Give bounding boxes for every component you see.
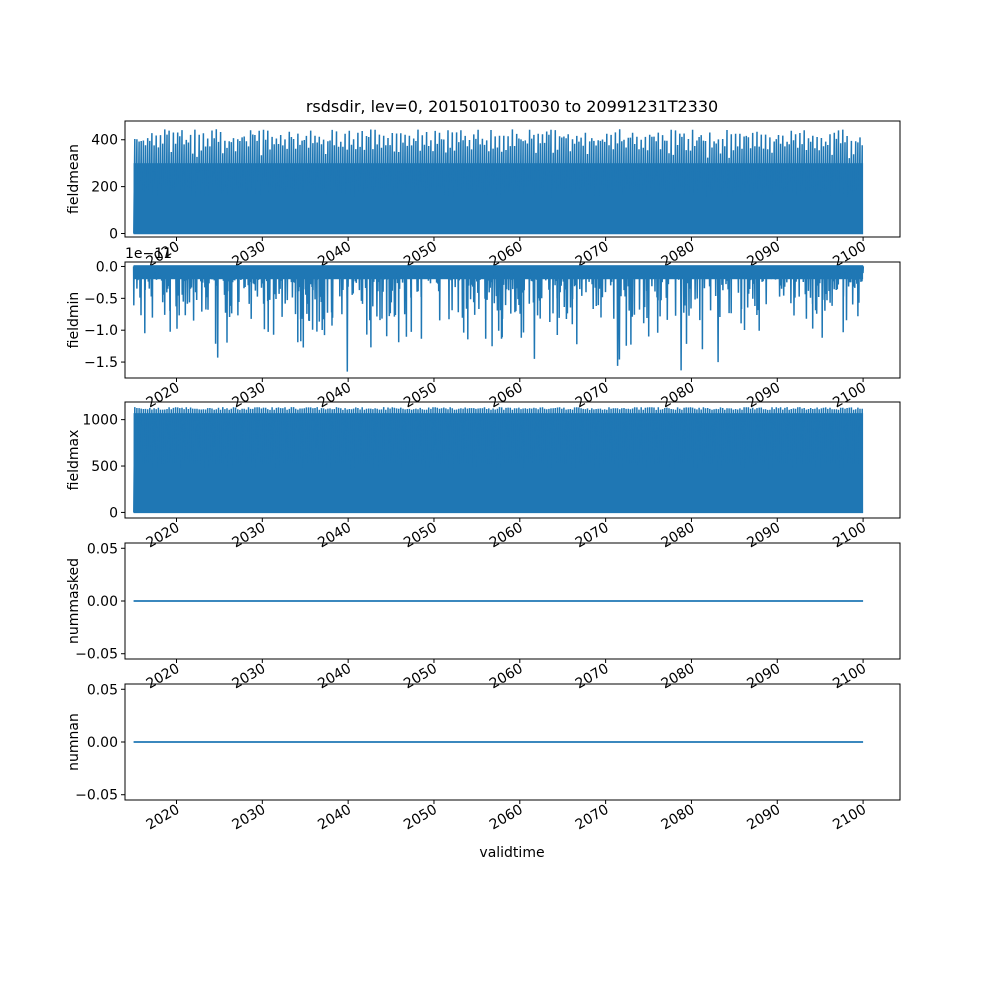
- plot-area: [132, 265, 865, 372]
- y-tick-label: −0.05: [75, 647, 118, 663]
- x-tick-label: 2030: [229, 802, 268, 834]
- x-tick-label: 2040: [315, 661, 354, 693]
- y-axis-label: fieldmax: [66, 430, 82, 491]
- x-tick-label: 2100: [830, 802, 869, 834]
- x-tick-label: 2040: [315, 520, 354, 552]
- x-tick-label: 2100: [830, 661, 869, 693]
- y-tick-label: −1.0: [84, 323, 118, 339]
- x-tick-label: 2030: [229, 380, 268, 412]
- y-tick-label: 0.0: [96, 259, 118, 275]
- x-tick-label: 2070: [573, 520, 612, 552]
- x-tick-label: 2050: [401, 520, 440, 552]
- y-axis-label: fieldmin: [66, 292, 82, 349]
- x-tick-label: 2040: [315, 802, 354, 834]
- y-tick-label: 0.00: [87, 735, 118, 751]
- x-tick-label: 2080: [659, 520, 698, 552]
- y-tick-label: 400: [91, 133, 118, 149]
- subplot-fieldmin: 0.0 −0.5 −1.0 −1.5 2020 2030 2040 2050 2060 2070 2…: [66, 246, 901, 412]
- subplot-fieldmax: 0 500 1000 2020 2030 2040 2050 2060 2070 2080 2090…: [66, 401, 901, 552]
- y-tick-label: 200: [91, 180, 118, 196]
- y-tick-label: 0.05: [87, 541, 118, 557]
- x-tick-label: 2090: [744, 802, 783, 834]
- x-tick-label: 2060: [487, 802, 526, 834]
- x-tick-label: 2050: [401, 802, 440, 834]
- x-tick-label: 2090: [744, 520, 783, 552]
- figure-title: rsdsdir, lev=0, 20150101T0030 to 2099123…: [306, 97, 718, 116]
- y-tick-label: 0: [109, 226, 118, 242]
- x-tick-label: 2040: [315, 380, 354, 412]
- x-tick-label: 2020: [144, 661, 183, 693]
- y-tick-label: 1000: [82, 413, 118, 429]
- y-offset-text: 1e−11: [125, 246, 172, 262]
- y-axis-label: numnan: [66, 713, 82, 771]
- x-tick-label: 2050: [401, 661, 440, 693]
- x-tick-label: 2020: [144, 520, 183, 552]
- plot-area: [133, 129, 864, 235]
- y-tick-label: 0.00: [87, 594, 118, 610]
- x-tick-label: 2080: [659, 802, 698, 834]
- x-tick-label: 2030: [229, 661, 268, 693]
- x-tick-label: 2080: [659, 380, 698, 412]
- x-tick-label: 2060: [487, 520, 526, 552]
- subplot-numnan: 0.05 0.00 −0.05 2020 2030 2040 2050 2060 2070 208…: [66, 682, 901, 834]
- subplot-nummasked: 0.05 0.00 −0.05 2020 2030 2040 2050 2060 2070 208…: [66, 541, 901, 693]
- y-tick-label: 0: [109, 505, 118, 521]
- y-tick-label: 0.05: [87, 682, 118, 698]
- x-tick-label: 2070: [573, 661, 612, 693]
- axes-frame: [124, 261, 901, 379]
- x-tick-label: 2070: [573, 380, 612, 412]
- x-tick-label: 2090: [744, 661, 783, 693]
- x-tick-label: 2100: [830, 380, 869, 412]
- axes-frame: [124, 401, 901, 519]
- series-line-fieldmin: [132, 265, 865, 372]
- x-tick-label: 2050: [401, 380, 440, 412]
- y-axis-label: fieldmean: [66, 144, 82, 214]
- x-tick-label: 2070: [573, 802, 612, 834]
- axes-frame: [124, 120, 901, 238]
- y-tick-label: −0.5: [84, 291, 118, 307]
- x-tick-label: 2060: [487, 380, 526, 412]
- x-tick-label: 2020: [144, 802, 183, 834]
- x-tick-label: 2020: [144, 380, 183, 412]
- x-tick-label: 2090: [744, 380, 783, 412]
- plot-area: [133, 407, 864, 514]
- y-tick-label: −0.05: [75, 788, 118, 804]
- series-line-fieldmean: [133, 129, 864, 235]
- x-axis-label: validtime: [479, 845, 544, 861]
- subplot-stack: 0 200 400 2020 2030 2040 2050 2060 2070 2080 2090 2…: [66, 120, 901, 834]
- x-tick-label: 2060: [487, 661, 526, 693]
- y-axis-label: nummasked: [66, 558, 82, 644]
- x-tick-label: 2030: [229, 520, 268, 552]
- y-tick-label: −1.5: [84, 355, 118, 371]
- series-line-fieldmax: [133, 407, 864, 514]
- x-tick-label: 2100: [830, 520, 869, 552]
- x-tick-label: 2080: [659, 661, 698, 693]
- y-tick-label: 500: [91, 459, 118, 475]
